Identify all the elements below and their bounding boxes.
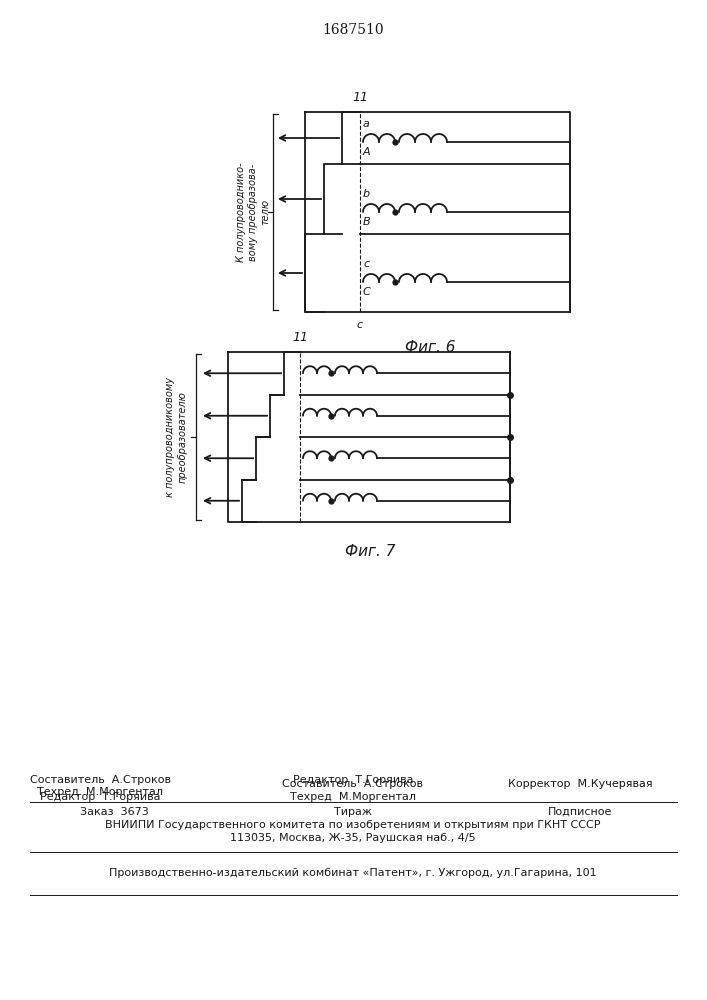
Text: C: C	[363, 287, 370, 297]
Text: Корректор  М.Кучерявая: Корректор М.Кучерявая	[508, 779, 653, 789]
Text: Редактор  Т.Горяива: Редактор Т.Горяива	[293, 775, 414, 785]
Text: a: a	[363, 119, 370, 129]
Text: Техред  М.Моргентал: Техред М.Моргентал	[37, 787, 163, 797]
Text: Составитель  А.Строков: Составитель А.Строков	[283, 779, 423, 789]
Text: Заказ  3673: Заказ 3673	[80, 807, 148, 817]
Text: Редактор  Т.Горяива: Редактор Т.Горяива	[40, 792, 160, 802]
Text: к полупроводниковому
преобразователю: к полупроводниковому преобразователю	[165, 377, 187, 497]
Text: c: c	[363, 259, 369, 269]
Text: Составитель  А.Строков: Составитель А.Строков	[30, 775, 170, 785]
Text: Тираж: Тираж	[334, 807, 372, 817]
Text: Производственно-издательский комбинат «Патент», г. Ужгород, ул.Гагарина, 101: Производственно-издательский комбинат «П…	[109, 868, 597, 879]
Text: К полупроводнико-
вому преобразова-
телю: К полупроводнико- вому преобразова- телю	[235, 162, 270, 262]
Text: Техред  М.Моргентал: Техред М.Моргентал	[290, 792, 416, 802]
Text: 11: 11	[292, 331, 308, 344]
Text: Фиг. 7: Фиг. 7	[345, 544, 395, 560]
Text: ВНИИПИ Государственного комитета по изобретениям и открытиям при ГКНТ СССР: ВНИИПИ Государственного комитета по изоб…	[105, 820, 601, 830]
Text: 1687510: 1687510	[322, 23, 384, 37]
Text: 11: 11	[352, 91, 368, 104]
Text: Фиг. 6: Фиг. 6	[404, 340, 455, 355]
Text: B: B	[363, 217, 370, 227]
Text: A: A	[363, 147, 370, 157]
Text: c: c	[357, 320, 363, 330]
Text: b: b	[363, 189, 370, 199]
Text: 113035, Москва, Ж-35, Раушская наб., 4/5: 113035, Москва, Ж-35, Раушская наб., 4/5	[230, 833, 476, 843]
Text: Подписное: Подписное	[548, 807, 612, 817]
